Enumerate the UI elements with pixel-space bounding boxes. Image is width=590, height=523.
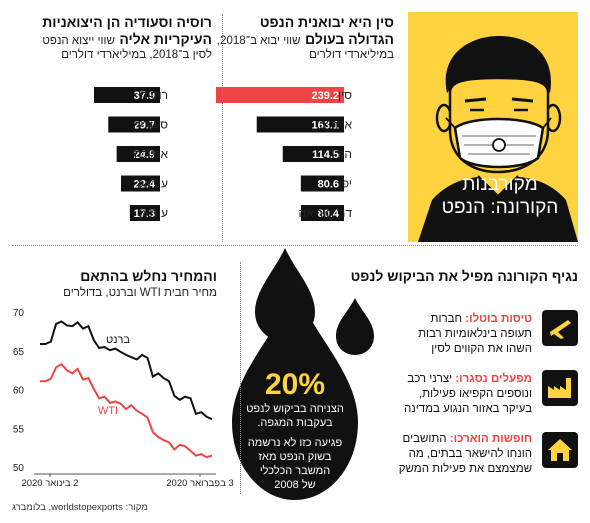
header-line1: מקורבנות: [462, 174, 537, 195]
item-factories-head: מפעלים נסגרו:: [455, 373, 532, 385]
bar-value-label: 239.2: [311, 90, 339, 102]
item-vacations: חופשות הוארכו: התושבים הונחו להישאר בבתי…: [399, 432, 532, 477]
bar: [216, 87, 344, 103]
item-vacations-line3: שמצמצם את פעילות המשק: [398, 463, 532, 475]
price-subtitle: מחיר חבית WTI וברנט, בדולרים: [63, 287, 217, 299]
bar: [300, 205, 344, 221]
bar: [94, 87, 160, 103]
item-factories-line2: ונוספים הקפיאו פעילות,: [418, 388, 532, 400]
bar-category-label: הודו: [332, 147, 353, 161]
russia-subtitle-inline: שווי ייצוא הנפט: [42, 35, 115, 47]
bar-value-label: 37.9: [134, 90, 155, 102]
series-line: [40, 362, 213, 459]
bar: [108, 116, 160, 133]
bar-value-label: 80.6: [318, 179, 339, 191]
bar: [120, 175, 160, 192]
bar: [300, 175, 344, 192]
oil-drop-large-icon: [232, 285, 358, 500]
bar-value-label: 22.4: [134, 179, 156, 191]
item-flights-rest: חברות: [430, 313, 466, 325]
bar-value-label: 29.7: [134, 120, 155, 132]
bar-category-label: אנגולה: [134, 147, 169, 161]
oil-price-line-chart: 50 55 60 65 70 2 בינואר 2020 3 בפברואר 2020 ברנ…: [13, 308, 234, 489]
bar-value-label: 114.5: [312, 149, 339, 161]
bar-category-label: דר' קוריאה: [298, 206, 352, 220]
bar-value-label: 24.9: [134, 149, 155, 161]
bar-category-label: ארה"ב: [319, 118, 352, 132]
drop-line5: המשבר הכלכלי: [259, 465, 331, 477]
item-vacations-head: חופשות הוארכו:: [449, 433, 532, 445]
china-subtitle-inline: שווי יבוא ב־2018,: [216, 35, 301, 47]
china-title-line2-wrap: הגדולה בעולם שווי יבוא ב־2018,: [217, 31, 394, 49]
drop-line2: בעקבות המגפה.: [257, 417, 333, 429]
bar-category-label: עומאן: [139, 206, 168, 220]
item-flights-line2: תעופה בינלאומיות רבות: [418, 328, 532, 340]
bar: [129, 205, 160, 221]
item-flights: טיסות בוטלו: חברות תעופה בינלאומיות רבות…: [418, 312, 532, 357]
airplane-icon: [542, 310, 578, 346]
drop-line1: הצניחה בביקוש לנפט: [246, 403, 344, 415]
y-tick-label: 65: [13, 347, 25, 358]
item-flights-head: טיסות בוטלו:: [465, 313, 532, 325]
russia-subtitle: לסין ב־2018, במיליארדי דולרים: [61, 49, 212, 61]
russia-title-line2: העיקריות אליה: [119, 31, 212, 47]
bar: [282, 146, 344, 162]
china-title-line1: סין היא יבואנית הנפט: [259, 14, 394, 30]
demand-title: נגיף הקורונה מפיל את הביקוש לנפט: [350, 268, 578, 284]
bar-category-label: עיראק: [137, 177, 168, 191]
item-factories-rest: יצרני רכב: [407, 373, 456, 385]
bar-category-label: סעודיה: [133, 118, 168, 132]
bar-value-label: 80.4: [318, 208, 340, 220]
y-tick-label: 50: [13, 463, 25, 474]
bar-category-label: יפן: [339, 177, 352, 191]
bar: [256, 116, 344, 133]
russia-title-line1: רוסיה וסעודיה הן היצואניות: [42, 14, 212, 30]
russia-title-line2-wrap: העיקריות אליה שווי ייצוא הנפט: [42, 31, 212, 49]
item-flights-line3: השהו את הקווים לסין: [431, 343, 532, 355]
item-factories: מפעלים נסגרו: יצרני רכב ונוספים הקפיאו פ…: [404, 372, 532, 417]
masked-face-illustration: [418, 35, 578, 242]
series-label: WTI: [98, 405, 118, 417]
series-line: [40, 320, 213, 421]
drop-percent: 20%: [264, 368, 326, 401]
divider-top: [222, 14, 223, 242]
china-subtitle: במיליארדי דולרים: [309, 49, 394, 61]
divider-horizontal: [12, 245, 578, 246]
y-tick-label: 60: [13, 386, 25, 397]
bar-category-label: סין: [338, 88, 352, 102]
series-label: ברנט: [106, 334, 130, 346]
bar-value-label: 163.1: [311, 120, 339, 132]
item-factories-line3: בעיקר באזור הנגוע במדינה: [404, 403, 532, 415]
china-title-line2: הגדולה בעולם: [305, 31, 394, 47]
drop-text: הצניחה בביקוש לנפט בעקבות המגפה. פגיעה כ…: [238, 402, 352, 492]
factory-icon: [542, 370, 578, 406]
house-icon: [542, 432, 578, 468]
divider-bottom: [240, 262, 241, 494]
price-title: והמחיר נחלש בהתאם: [80, 268, 217, 284]
header-line2: הקורונה: הנפט: [442, 197, 559, 218]
item-vacations-line2: הונחו להישאר בבתים, מה: [408, 448, 532, 460]
x-tick-label: 3 בפברואר 2020: [166, 478, 233, 489]
x-tick-label: 2 בינואר 2020: [21, 478, 78, 489]
bar: [116, 146, 160, 162]
bar-value-label: 17.3: [134, 208, 155, 220]
drop-line3: פגיעה כזו לא נרשמה: [247, 437, 343, 449]
y-tick-label: 70: [13, 308, 25, 319]
source-note: מקור: worldstopexports, בלומברג: [12, 502, 148, 513]
oil-drop-tiny-icon: [336, 298, 374, 355]
y-tick-label: 55: [13, 424, 25, 435]
drop-line6: של 2008: [274, 479, 316, 491]
bar-category-label: רוסיה: [140, 88, 168, 102]
item-vacations-rest: התושבים: [402, 433, 450, 445]
drop-line4: בשוק הנפט מאז: [258, 451, 332, 463]
